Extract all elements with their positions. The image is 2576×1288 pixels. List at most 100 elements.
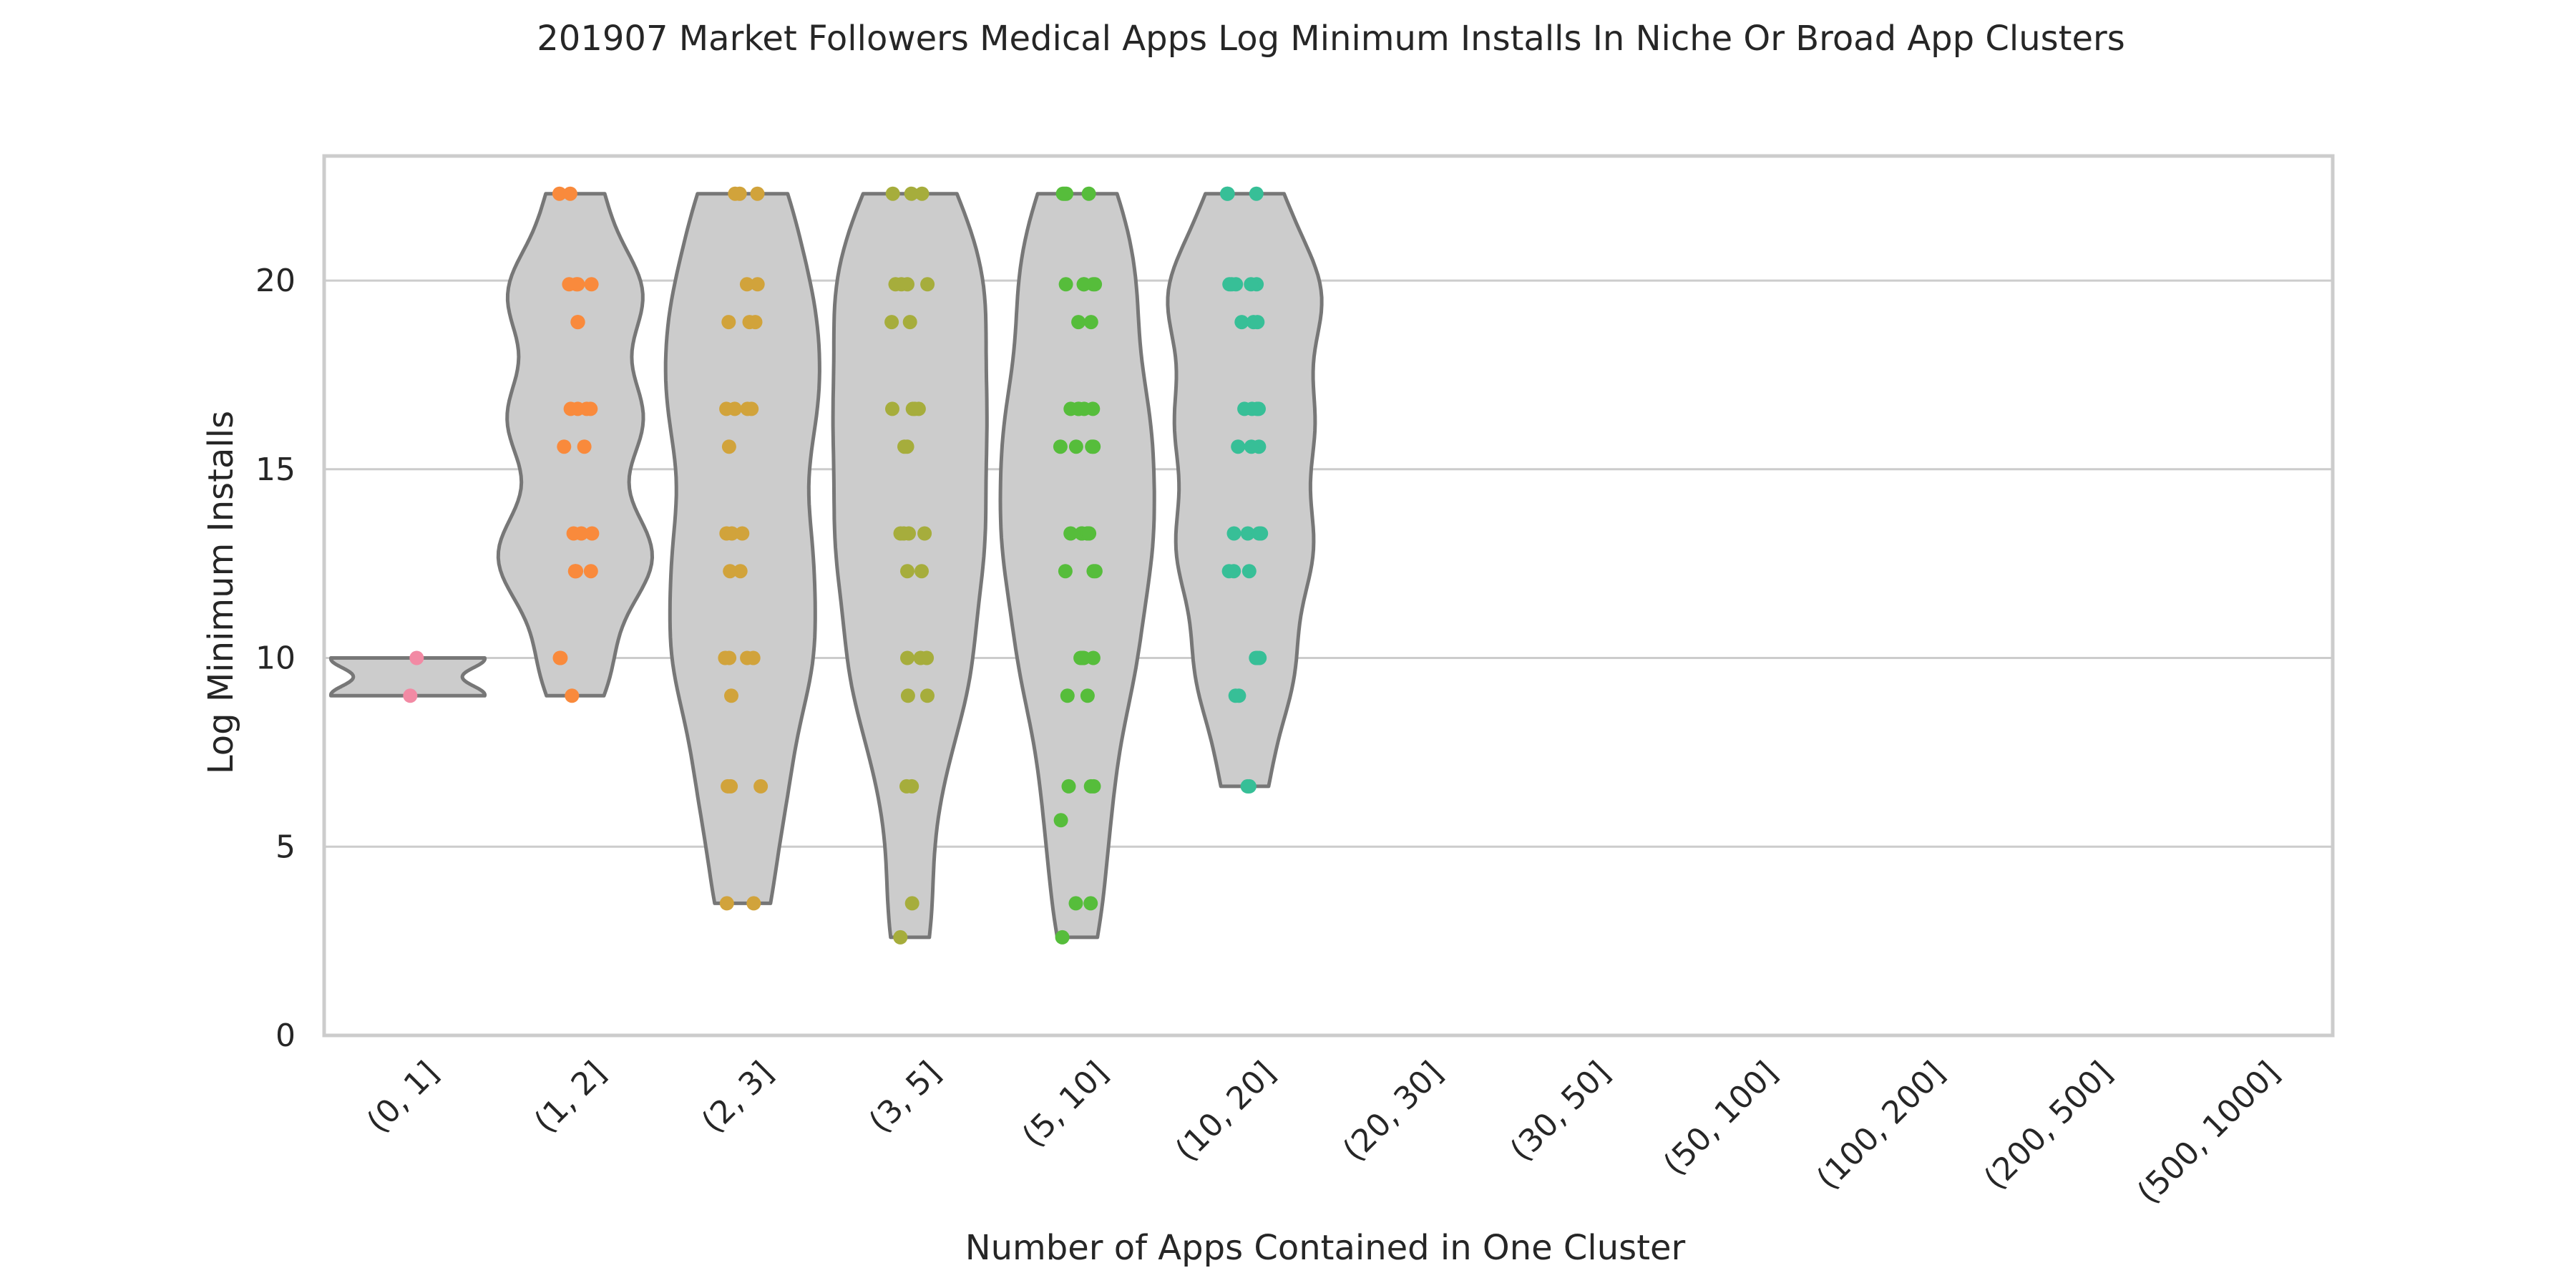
data-point: [565, 688, 580, 703]
data-point: [748, 315, 763, 330]
data-point: [750, 186, 765, 201]
data-point: [917, 526, 932, 541]
data-point: [1082, 526, 1097, 541]
data-point: [914, 564, 929, 579]
data-point: [1220, 186, 1234, 201]
data-point: [1249, 401, 1264, 416]
data-point: [1053, 813, 1068, 828]
data-point: [884, 315, 899, 330]
data-point: [727, 401, 742, 416]
x-tick-label: (500, 1000]: [2130, 1055, 2287, 1211]
data-point: [724, 526, 739, 541]
x-tick-label: (10, 20]: [1169, 1055, 1282, 1169]
data-point: [583, 564, 598, 579]
data-point: [722, 650, 737, 665]
data-point: [740, 401, 755, 416]
data-point: [1237, 401, 1252, 416]
x-tick-label: (2, 3]: [695, 1055, 781, 1141]
x-tick-label: (100, 200]: [1810, 1055, 1952, 1197]
data-point: [900, 564, 914, 579]
point-layer: [403, 186, 1269, 945]
y-tick-label: 15: [255, 452, 296, 488]
y-axis-label: Log Minimum Installs: [201, 411, 241, 774]
data-point: [1058, 564, 1073, 579]
data-point: [1088, 564, 1103, 579]
data-point: [750, 277, 765, 292]
data-point: [1086, 439, 1101, 454]
data-point: [409, 650, 424, 665]
data-point: [900, 277, 914, 292]
x-tick-label: (30, 50]: [1503, 1055, 1617, 1169]
data-point: [913, 650, 928, 665]
data-point: [723, 564, 738, 579]
data-point: [566, 526, 581, 541]
y-tick-labels: 0 5 10 15 20: [255, 263, 296, 1054]
data-point: [735, 526, 750, 541]
x-tick-label: (50, 100]: [1657, 1055, 1785, 1183]
data-point: [1231, 688, 1246, 703]
data-point: [1080, 688, 1095, 703]
data-point: [557, 439, 572, 454]
data-point: [728, 186, 743, 201]
data-point: [1240, 526, 1255, 541]
data-point: [914, 186, 930, 201]
data-point: [1224, 277, 1239, 292]
data-point: [724, 688, 738, 703]
violin-4: [998, 192, 1156, 940]
data-point: [719, 896, 734, 911]
data-point: [753, 779, 769, 794]
data-point: [1241, 564, 1257, 579]
data-point: [1071, 315, 1086, 330]
data-point: [563, 401, 578, 416]
violin-1: [496, 192, 654, 698]
data-point: [1221, 564, 1236, 579]
data-point: [733, 564, 748, 579]
data-point: [721, 439, 736, 454]
y-tick-label: 10: [255, 640, 296, 677]
y-tick-label: 0: [275, 1018, 296, 1054]
data-point: [746, 650, 761, 665]
data-point: [746, 896, 761, 911]
data-point: [584, 277, 599, 292]
data-point: [567, 564, 582, 579]
data-point: [904, 186, 919, 201]
x-tick-label: (0, 1]: [360, 1055, 446, 1141]
data-point: [579, 401, 594, 416]
data-point: [1076, 277, 1091, 292]
data-point: [1063, 526, 1078, 541]
data-point: [1244, 439, 1259, 454]
data-point: [1234, 315, 1249, 330]
data-point: [893, 930, 908, 945]
data-point: [1060, 688, 1075, 703]
y-tick-label: 5: [275, 829, 296, 865]
data-point: [1058, 277, 1073, 292]
data-point: [1075, 650, 1090, 665]
data-point: [1068, 439, 1083, 454]
data-point: [570, 277, 585, 292]
violin-5: [1166, 192, 1324, 789]
data-point: [1061, 779, 1076, 794]
data-point: [1231, 439, 1246, 454]
data-point: [721, 315, 736, 330]
data-point: [885, 186, 900, 201]
chart-title: 201907 Market Followers Medical Apps Log…: [537, 19, 2124, 59]
data-point: [885, 401, 899, 416]
data-point: [1086, 779, 1101, 794]
data-point: [570, 315, 585, 330]
data-point: [1244, 277, 1259, 292]
data-point: [552, 186, 567, 201]
x-tick-label: (200, 500]: [1977, 1055, 2119, 1197]
data-point: [577, 439, 592, 454]
data-point: [552, 650, 567, 665]
x-tick-label: (5, 10]: [1015, 1055, 1116, 1155]
data-point: [897, 526, 912, 541]
data-point: [562, 186, 577, 201]
data-point: [739, 277, 754, 292]
data-point: [1240, 779, 1255, 794]
data-point: [1252, 526, 1267, 541]
x-tick-labels: (0, 1] (1, 2] (2, 3] (3, 5] (5, 10] (10, 20] (…: [360, 1055, 2287, 1211]
data-point: [1250, 315, 1265, 330]
violin-layer: [328, 192, 1324, 940]
